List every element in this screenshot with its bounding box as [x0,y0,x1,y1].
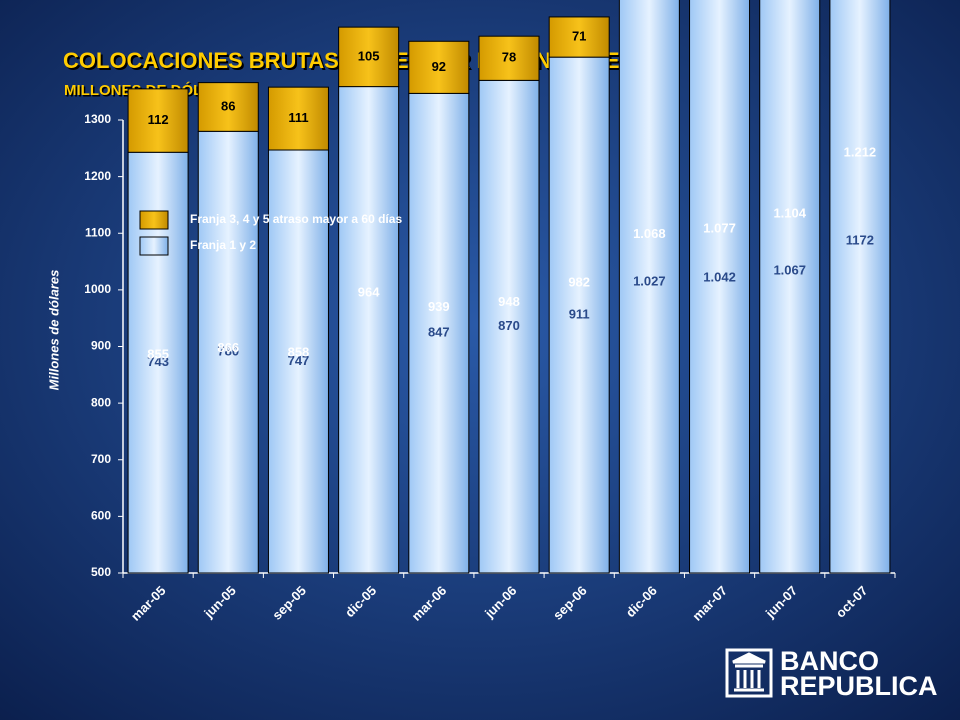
value-label: 1.042 [703,269,736,284]
value-label: 747 [288,353,310,368]
total-label: 1.068 [633,226,666,241]
value-label: 105 [358,48,380,63]
total-label: 1.104 [773,205,806,220]
bar-segment [408,92,470,574]
value-label: 71 [572,28,586,43]
logo-building [732,652,766,692]
bar-segment [689,0,751,574]
total-label: 964 [358,285,380,300]
y-tick-label: 1200 [84,169,111,183]
y-tick-label: 900 [91,339,111,353]
total-label: 982 [568,275,590,290]
bar-segment [197,130,259,574]
bar-segment [548,16,610,58]
total-label: 866 [217,340,239,355]
value-label: 911 [569,307,590,322]
total-label: 858 [288,345,310,360]
legend-swatch [139,210,169,230]
value-label: 743 [147,354,169,369]
y-tick-label: 500 [91,565,111,579]
bar-segment [478,79,540,574]
value-label: 1.027 [633,274,666,289]
value-label: 1.067 [773,262,806,277]
legend-label: Franja 3, 4 y 5 atraso mayor a 60 días [190,212,402,226]
total-label: 939 [428,299,450,314]
legend-label: Franja 1 y 2 [190,238,256,252]
logo-icon [725,648,773,698]
value-label: 847 [428,325,450,340]
bar-segment [759,0,821,574]
legend-swatch [139,236,169,256]
bar-segment [408,40,470,94]
y-tick-label: 800 [91,395,111,409]
logo-text: BANCO [780,646,879,676]
y-tick-label: 600 [91,509,111,523]
value-label: 112 [148,112,169,127]
bar-segment [127,88,189,153]
value-label: 1172 [846,233,874,248]
value-label: 870 [498,318,520,333]
bar-segment [338,26,400,88]
y-tick-label: 700 [91,452,111,466]
logo-text: REPUBLICA [780,671,938,701]
total-label: 1.212 [844,144,877,159]
bar-segment [267,86,329,151]
y-tick-label: 1100 [85,225,111,239]
bar-segment [618,0,680,574]
y-tick-label: 1300 [84,112,111,126]
value-label: 111 [288,110,308,125]
value-label: 92 [432,59,446,74]
bar-segment [338,86,400,574]
total-label: 1.077 [703,221,736,236]
bar-segment [267,149,329,574]
value-label: 78 [502,50,516,65]
bar-segment [829,0,891,574]
bar-segment [478,35,540,81]
bar-segment [548,56,610,574]
total-label: 948 [498,294,520,309]
logo: BANCO REPUBLICA [725,646,938,701]
value-label: 86 [221,98,235,113]
value-label: 780 [217,344,239,359]
y-tick-label: 1000 [84,282,111,296]
total-label: 855 [147,346,169,361]
y-axis-label: Millones de dólares [46,270,61,391]
bar-segment [197,82,259,132]
